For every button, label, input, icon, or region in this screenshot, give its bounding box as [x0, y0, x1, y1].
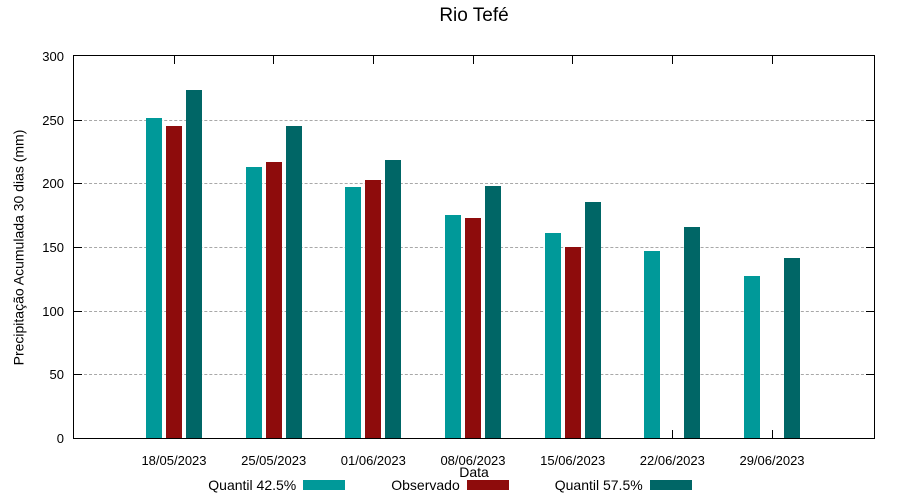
x-tick-mark [771, 430, 773, 438]
x-tick-label: 01/06/2023 [340, 453, 406, 468]
bar-observado [265, 161, 282, 438]
gridline [74, 119, 874, 121]
bar-quantil-57.5- [385, 160, 402, 438]
y-tick-mark [74, 183, 82, 185]
y-tick-label: 300 [42, 49, 64, 64]
x-tick-mark [572, 56, 574, 64]
legend-label: Quantil 42.5% [208, 477, 297, 493]
legend-entry: Quantil 57.5% [555, 477, 692, 493]
y-tick-mark [74, 247, 82, 248]
y-tick-mark [866, 119, 874, 121]
chart-title: Rio Tefé [439, 5, 509, 26]
x-tick-mark [671, 430, 673, 438]
legend-swatch [649, 480, 692, 490]
x-tick-mark [273, 56, 275, 64]
y-tick-label: 100 [42, 303, 64, 319]
bar-observado [365, 179, 382, 438]
legend-swatch [303, 480, 346, 490]
y-tick-label: 250 [42, 112, 64, 128]
y-tick-mark [74, 310, 82, 312]
bar-quantil-42.5- [544, 233, 561, 438]
x-tick-mark [472, 56, 474, 64]
y-tick-mark [866, 183, 874, 185]
legend-entry: Quantil 42.5% [208, 477, 346, 493]
x-tick-mark [372, 56, 374, 64]
bar-observado [564, 247, 581, 438]
x-tick-mark [173, 56, 175, 64]
x-tick-label: 18/05/2023 [141, 453, 207, 468]
bar-quantil-57.5- [584, 202, 601, 438]
x-tick-label: 29/06/2023 [739, 453, 805, 468]
x-tick-label: 15/06/2023 [540, 453, 606, 468]
x-axis-label: Data [459, 464, 489, 480]
y-tick-mark [866, 247, 874, 248]
bar-observado [465, 217, 481, 438]
legend-label: Quantil 57.5% [554, 477, 643, 493]
legend-entry: Observado [391, 477, 509, 493]
bar-quantil-57.5- [485, 185, 501, 438]
bar-observado [166, 126, 182, 438]
legend: Quantil 42.5% Observado Quantil 57.5% [0, 477, 900, 493]
y-tick-mark [74, 374, 82, 376]
bar-quantil-42.5- [445, 215, 461, 438]
bar-quantil-42.5- [245, 166, 262, 438]
bar-quantil-57.5- [684, 226, 701, 438]
bar-quantil-57.5- [784, 258, 801, 438]
bar-quantil-57.5- [285, 126, 302, 438]
bar-quantil-42.5- [146, 118, 162, 438]
y-tick-label: 0 [56, 431, 64, 446]
y-tick-mark [866, 374, 874, 376]
bar-quantil-42.5- [744, 276, 761, 438]
x-tick-mark [771, 56, 773, 64]
x-tick-label: 22/06/2023 [639, 453, 705, 468]
y-tick-label: 200 [42, 176, 64, 192]
y-tick-mark [74, 119, 82, 121]
bar-quantil-57.5- [186, 90, 202, 438]
bar-quantil-42.5- [644, 250, 661, 438]
legend-swatch [466, 480, 509, 490]
y-tick-mark [866, 310, 874, 312]
gridline [74, 183, 874, 185]
plot-area [73, 55, 875, 439]
y-tick-label: 50 [49, 367, 64, 383]
x-tick-label: 08/06/2023 [440, 453, 506, 468]
bar-quantil-42.5- [345, 187, 362, 438]
x-tick-mark [671, 56, 673, 64]
legend-label: Observado [391, 477, 460, 493]
y-tick-label: 150 [42, 240, 64, 255]
x-tick-label: 25/05/2023 [241, 453, 307, 468]
